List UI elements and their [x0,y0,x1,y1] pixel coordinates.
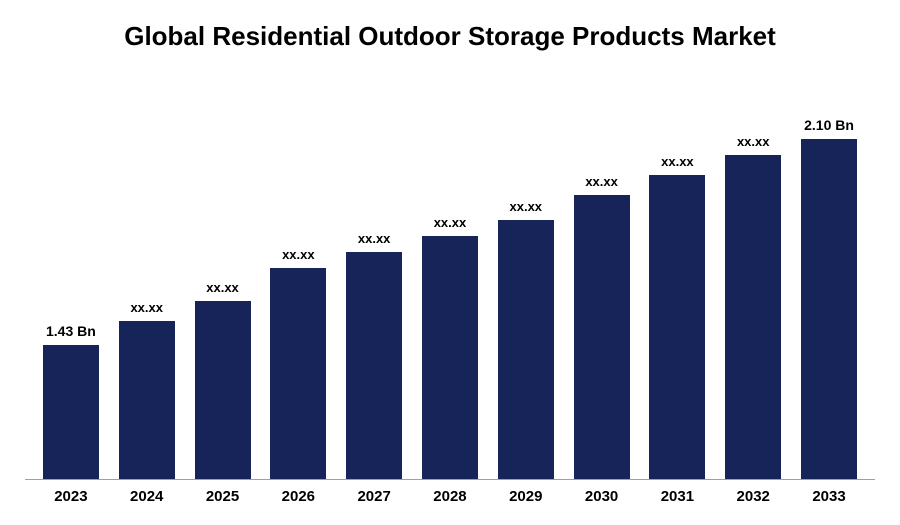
bar-group: xx.xx [640,74,716,479]
bar-value-label: xx.xx [661,154,694,169]
bar [43,345,99,479]
bar-group: 2.10 Bn [791,74,867,479]
plot-area: 1.43 Bn xx.xx xx.xx xx.xx xx.xx xx.xx [25,74,875,480]
chart-container: Global Residential Outdoor Storage Produ… [0,0,900,525]
bar-group: xx.xx [488,74,564,479]
x-tick: 2023 [33,488,109,505]
bar-value-label: xx.xx [358,231,391,246]
bar-group: xx.xx [260,74,336,479]
x-tick: 2024 [109,488,185,505]
bar-value-label: xx.xx [510,199,543,214]
x-tick: 2026 [260,488,336,505]
bar-group: xx.xx [109,74,185,479]
bar [498,220,554,479]
bar [801,139,857,479]
x-tick: 2025 [185,488,261,505]
bar [574,195,630,479]
bars-wrap: 1.43 Bn xx.xx xx.xx xx.xx xx.xx xx.xx [25,74,875,479]
bar-value-label: 2.10 Bn [804,117,854,133]
bar-value-label: xx.xx [206,280,239,295]
bar [195,301,251,479]
chart-title: Global Residential Outdoor Storage Produ… [25,20,875,54]
x-tick: 2030 [564,488,640,505]
bar-group: xx.xx [715,74,791,479]
x-tick: 2031 [640,488,716,505]
bar-value-label: xx.xx [130,300,163,315]
bar [422,236,478,479]
bar [270,268,326,479]
bar-value-label: xx.xx [434,215,467,230]
bar-value-label: xx.xx [282,247,315,262]
bar [346,252,402,479]
bar-group: xx.xx [564,74,640,479]
x-tick: 2032 [715,488,791,505]
bar-value-label: xx.xx [737,134,770,149]
bar-group: xx.xx [412,74,488,479]
x-tick: 2033 [791,488,867,505]
bar-value-label: 1.43 Bn [46,323,96,339]
x-tick: 2027 [336,488,412,505]
bar-group: 1.43 Bn [33,74,109,479]
x-tick: 2029 [488,488,564,505]
x-tick: 2028 [412,488,488,505]
bar [119,321,175,479]
bar-group: xx.xx [185,74,261,479]
x-axis: 2023 2024 2025 2026 2027 2028 2029 2030 … [25,488,875,505]
bar-group: xx.xx [336,74,412,479]
bar [649,175,705,479]
bar [725,155,781,479]
bar-value-label: xx.xx [585,174,618,189]
